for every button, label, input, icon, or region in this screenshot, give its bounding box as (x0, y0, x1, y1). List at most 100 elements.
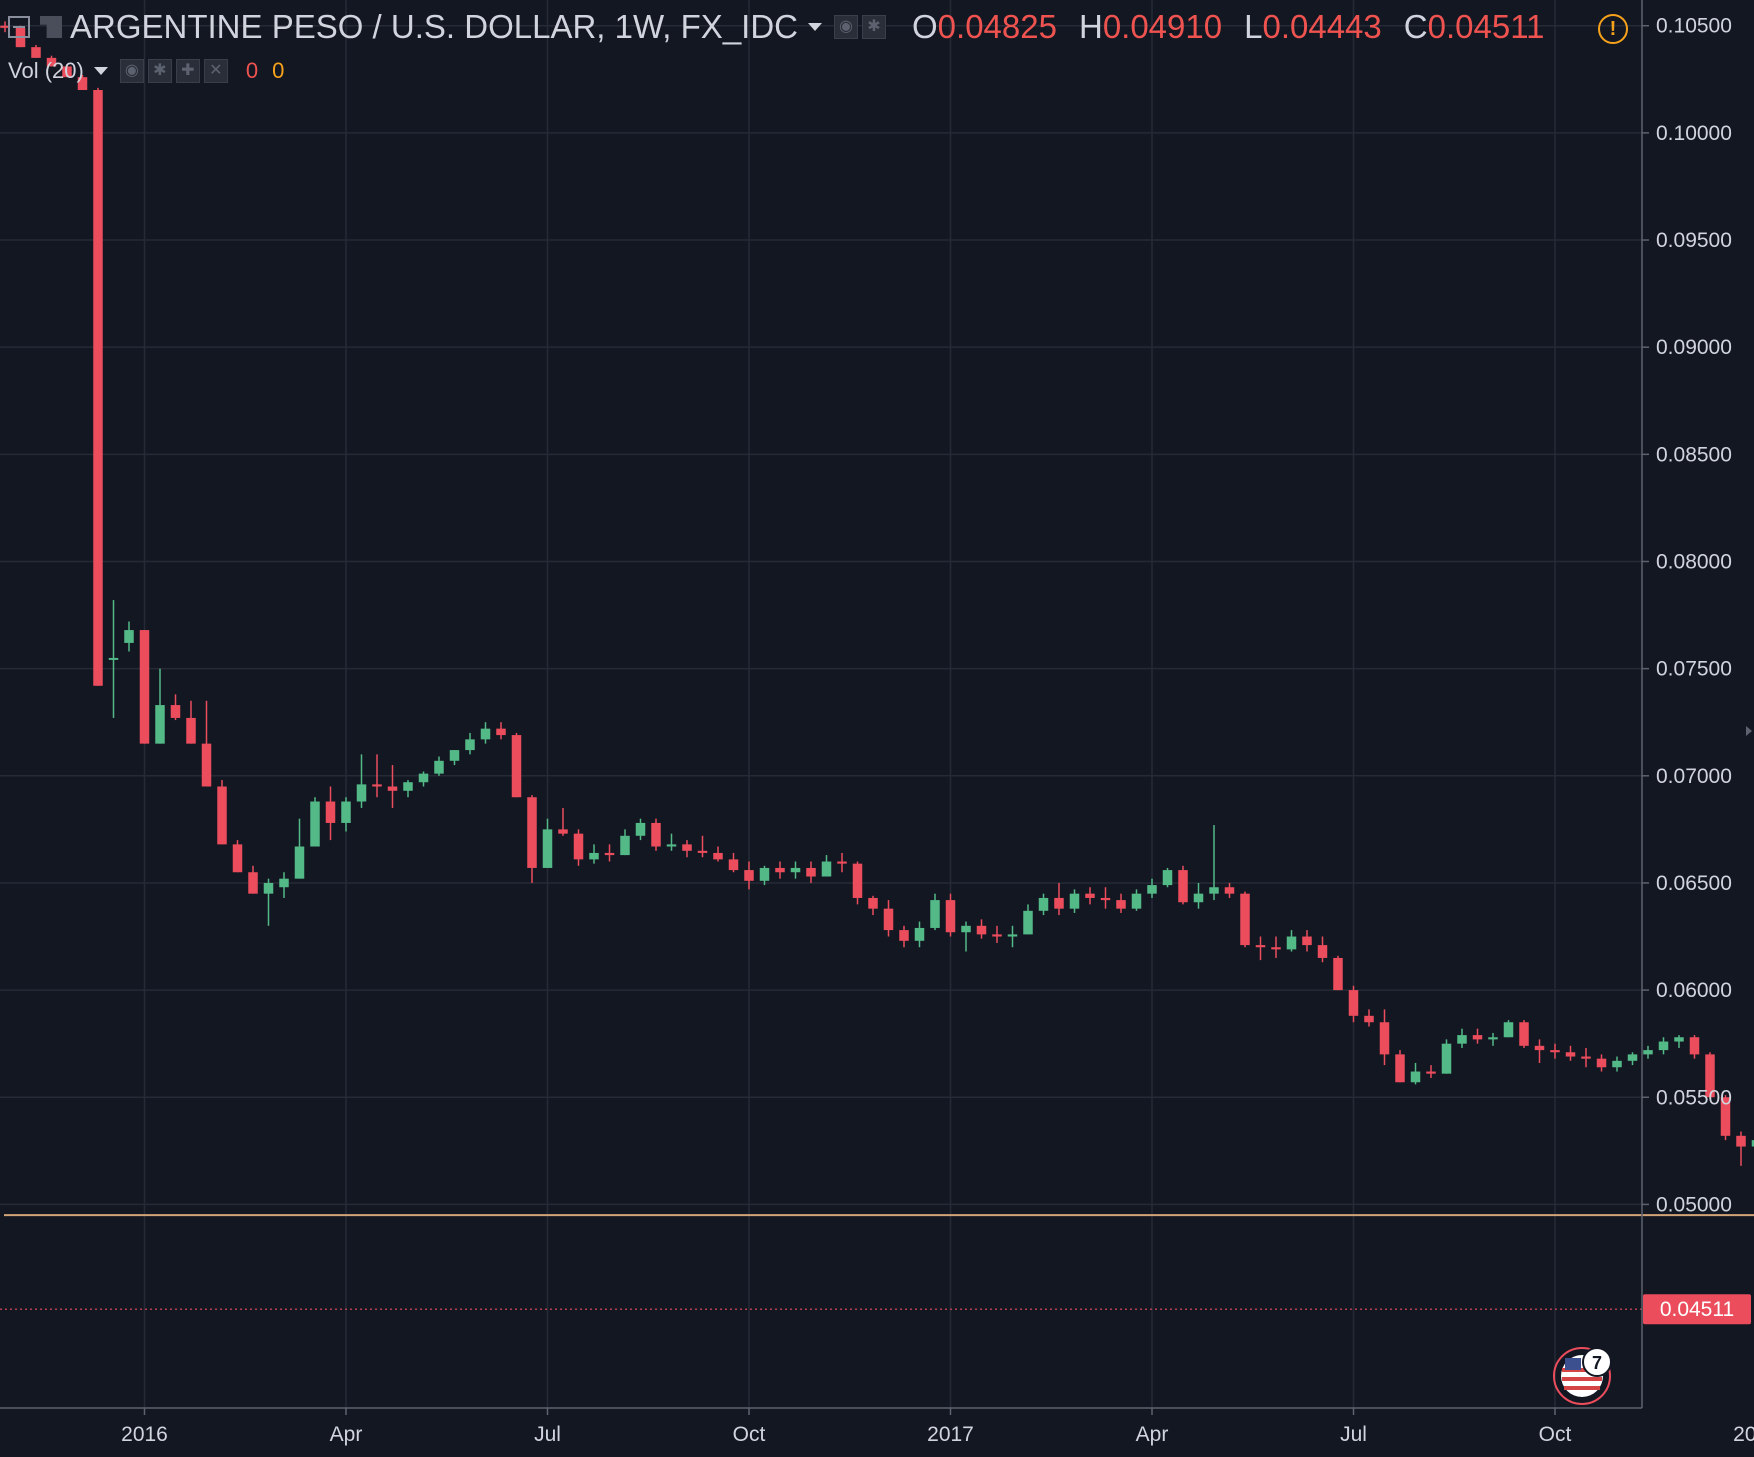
candle (263, 878, 274, 926)
y-tick-label: 0.07000 (1656, 765, 1732, 788)
candle-body (1286, 936, 1297, 950)
candle (1131, 889, 1142, 911)
candle-body (1410, 1071, 1421, 1083)
candle-body (1162, 870, 1173, 886)
warning-icon[interactable]: ! (1598, 14, 1628, 44)
candle (139, 630, 150, 744)
candle (620, 829, 630, 856)
candle (589, 844, 599, 864)
plus-icon[interactable]: ✚ (175, 59, 200, 83)
candle-body (1751, 1140, 1754, 1147)
candle (1317, 936, 1328, 963)
volume-chevron-icon[interactable] (93, 67, 108, 75)
candle (310, 797, 320, 847)
candle-body (651, 822, 661, 847)
candle (248, 865, 258, 894)
candle (821, 855, 832, 877)
candle-body (1364, 1015, 1374, 1023)
candle-body (883, 908, 894, 931)
candle (604, 844, 615, 862)
candle-body (1503, 1022, 1514, 1038)
candle (914, 921, 925, 948)
candle (201, 700, 212, 787)
candle (1612, 1056, 1622, 1072)
collapse-icon[interactable] (8, 16, 30, 38)
candle-body (1147, 885, 1157, 894)
y-tick-label: 0.08500 (1656, 443, 1732, 466)
candle-body (1100, 897, 1111, 901)
candle-body (170, 705, 181, 718)
candle-body (1472, 1035, 1483, 1040)
candle (1007, 925, 1018, 948)
candle (1224, 882, 1235, 898)
candle (1534, 1039, 1545, 1063)
overlays (0, 1214, 1754, 1310)
time-axis[interactable]: 2016AprJulOct2017AprJulOct2018Apr (121, 1408, 1754, 1446)
y-tick-label: 0.09500 (1656, 229, 1732, 252)
candle-body (294, 846, 305, 879)
candle-body (1054, 897, 1064, 909)
candle-body (124, 630, 134, 643)
candle (1023, 904, 1033, 935)
candle (77, 75, 88, 91)
candle (1488, 1032, 1498, 1046)
candle-body (868, 897, 878, 909)
candle-body (1565, 1052, 1576, 1057)
candle (1069, 889, 1080, 913)
candle (1689, 1035, 1700, 1059)
volume-title[interactable]: Vol (20) (8, 58, 84, 83)
candle (573, 829, 584, 866)
candle-body (356, 784, 367, 802)
candle (1441, 1039, 1452, 1074)
candle-body (279, 878, 289, 888)
candle-body (449, 750, 460, 761)
candle (480, 722, 491, 744)
candle (992, 925, 1002, 943)
last-price-label: 0.04511 (1660, 1298, 1734, 1321)
x-tick-label: Oct (733, 1423, 766, 1446)
candle (1178, 865, 1188, 905)
candle-body (1395, 1054, 1405, 1083)
candle-body (1069, 893, 1080, 909)
candle-body (1519, 1022, 1529, 1046)
scroll-right-icon[interactable] (1746, 726, 1752, 736)
price-axis[interactable]: 0.10500 0.10000 0.09500 0.09000 0.08500 0.080… (1642, 15, 1732, 1217)
candle (759, 865, 770, 886)
candle (387, 765, 398, 808)
chevron-down-icon[interactable] (808, 23, 822, 31)
candle-body (108, 657, 119, 660)
candle-body (1379, 1022, 1390, 1055)
candle (108, 600, 119, 718)
candle (1736, 1131, 1746, 1166)
candle (1348, 985, 1359, 1023)
candle (1379, 1009, 1390, 1066)
us-flag-icon[interactable]: 7 (1553, 1347, 1612, 1405)
candle-body (527, 797, 537, 868)
candle (1472, 1028, 1483, 1044)
candle (465, 732, 475, 755)
candle (356, 754, 367, 808)
candle-body (186, 717, 196, 744)
gear-icon[interactable]: ✱ (862, 15, 886, 39)
candle-body (604, 852, 615, 856)
candle (682, 840, 692, 858)
candle-body (62, 66, 72, 78)
candle-body (1317, 945, 1328, 958)
candle-body (1457, 1035, 1467, 1044)
open-value: 0.04825 (937, 8, 1057, 45)
candle-body (992, 934, 1002, 937)
volume-eye-icon[interactable]: ◉ (119, 59, 144, 83)
x-tick-label: 2018 (1733, 1423, 1754, 1446)
candle-body (1627, 1054, 1638, 1061)
candle (1364, 1009, 1374, 1027)
candle-body (1007, 934, 1018, 937)
close-icon[interactable]: ✕ (203, 59, 228, 83)
volume-gear-icon[interactable]: ✱ (147, 59, 172, 83)
candle-body (1209, 887, 1219, 894)
symbol-title[interactable]: ARGENTINE PESO / U.S. DOLLAR, 1W, FX_IDC (70, 8, 798, 45)
candles (0, 21, 1754, 1166)
eye-icon[interactable]: ◉ (834, 15, 858, 39)
y-tick-label: 0.07500 (1656, 658, 1732, 681)
